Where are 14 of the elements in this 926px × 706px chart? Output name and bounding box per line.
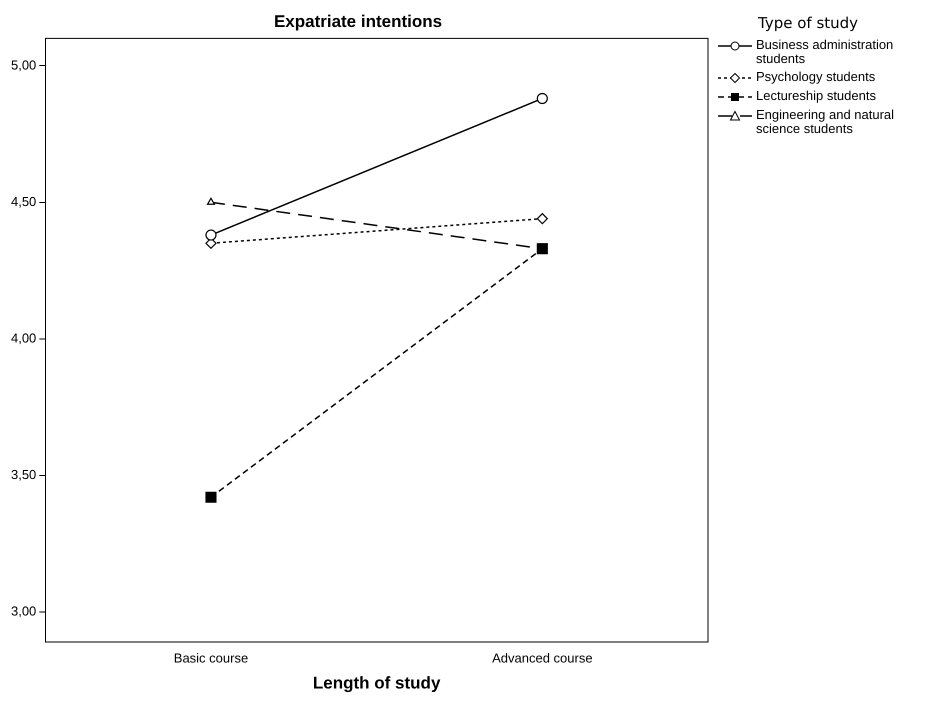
legend-label: Business administration students — [756, 37, 894, 66]
legend-title: Type of study — [758, 14, 860, 32]
y-tick-label: 3,50 — [10, 466, 36, 482]
x-tick-label: Advanced course — [492, 650, 593, 666]
y-tick-label: 3,00 — [10, 604, 36, 619]
x-tick-label: Basic course — [174, 650, 248, 666]
legend-label: Engineering and natural science students — [756, 107, 896, 136]
y-tick-label: 4,50 — [10, 194, 36, 209]
legend-label: Lectureship students — [756, 88, 876, 103]
y-tick-label: 4,00 — [10, 330, 36, 346]
chart-title: Expatriate intentions — [274, 12, 442, 31]
y-tick-label: 5,00 — [10, 57, 36, 72]
legend-label: Psychology students — [756, 69, 876, 84]
x-axis-title: Length of study — [312, 673, 441, 692]
